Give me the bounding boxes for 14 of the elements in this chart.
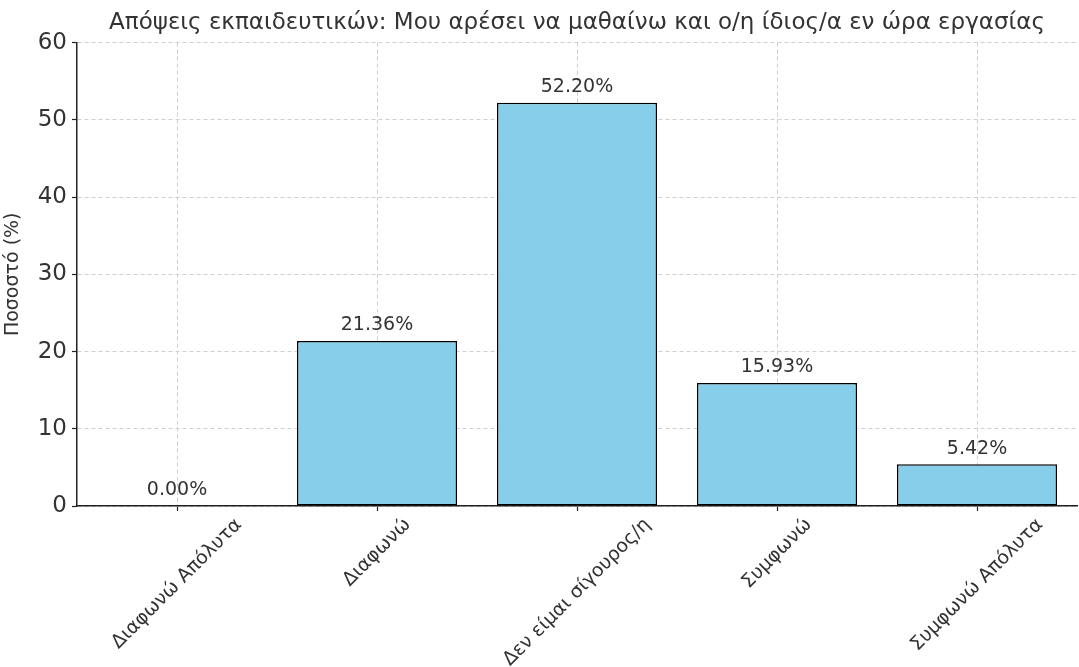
y-tick-label: 60 xyxy=(37,27,67,54)
data-label: 0.00% xyxy=(146,477,208,500)
y-tick-label: 0 xyxy=(52,490,67,517)
data-label: 15.93% xyxy=(740,354,814,377)
data-label: 5.42% xyxy=(946,435,1008,458)
y-tick-label: 10 xyxy=(37,413,67,440)
y-tick-label: 30 xyxy=(37,259,67,286)
chart-title: Απόψεις εκπαιδευτικών: Μου αρέσει να μαθαίνω και ο/η ίδιος/α εν ώρα εργασίας xyxy=(109,7,1045,34)
y-tick-label: 40 xyxy=(37,182,67,209)
y-axis-title: Ποσοστό (%) xyxy=(0,212,23,337)
data-label: 52.20% xyxy=(540,74,614,97)
y-tick-label: 20 xyxy=(37,336,67,363)
y-tick-label: 50 xyxy=(37,104,67,131)
data-label: 21.36% xyxy=(340,312,414,335)
